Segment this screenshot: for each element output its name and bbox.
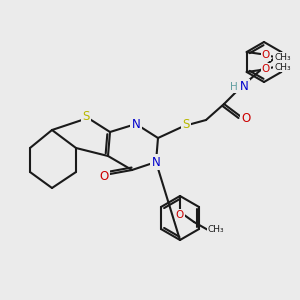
Text: N: N: [240, 80, 248, 94]
Text: O: O: [99, 169, 109, 182]
Text: O: O: [262, 50, 270, 60]
Text: S: S: [82, 110, 90, 124]
Text: O: O: [262, 64, 270, 74]
Text: N: N: [132, 118, 140, 130]
Text: O: O: [242, 112, 250, 124]
Text: H: H: [230, 82, 238, 92]
Text: N: N: [152, 155, 160, 169]
Text: O: O: [176, 210, 184, 220]
Text: S: S: [182, 118, 190, 130]
Text: CH₃: CH₃: [208, 226, 224, 235]
Text: CH₃: CH₃: [274, 52, 291, 62]
Text: CH₃: CH₃: [274, 62, 291, 71]
